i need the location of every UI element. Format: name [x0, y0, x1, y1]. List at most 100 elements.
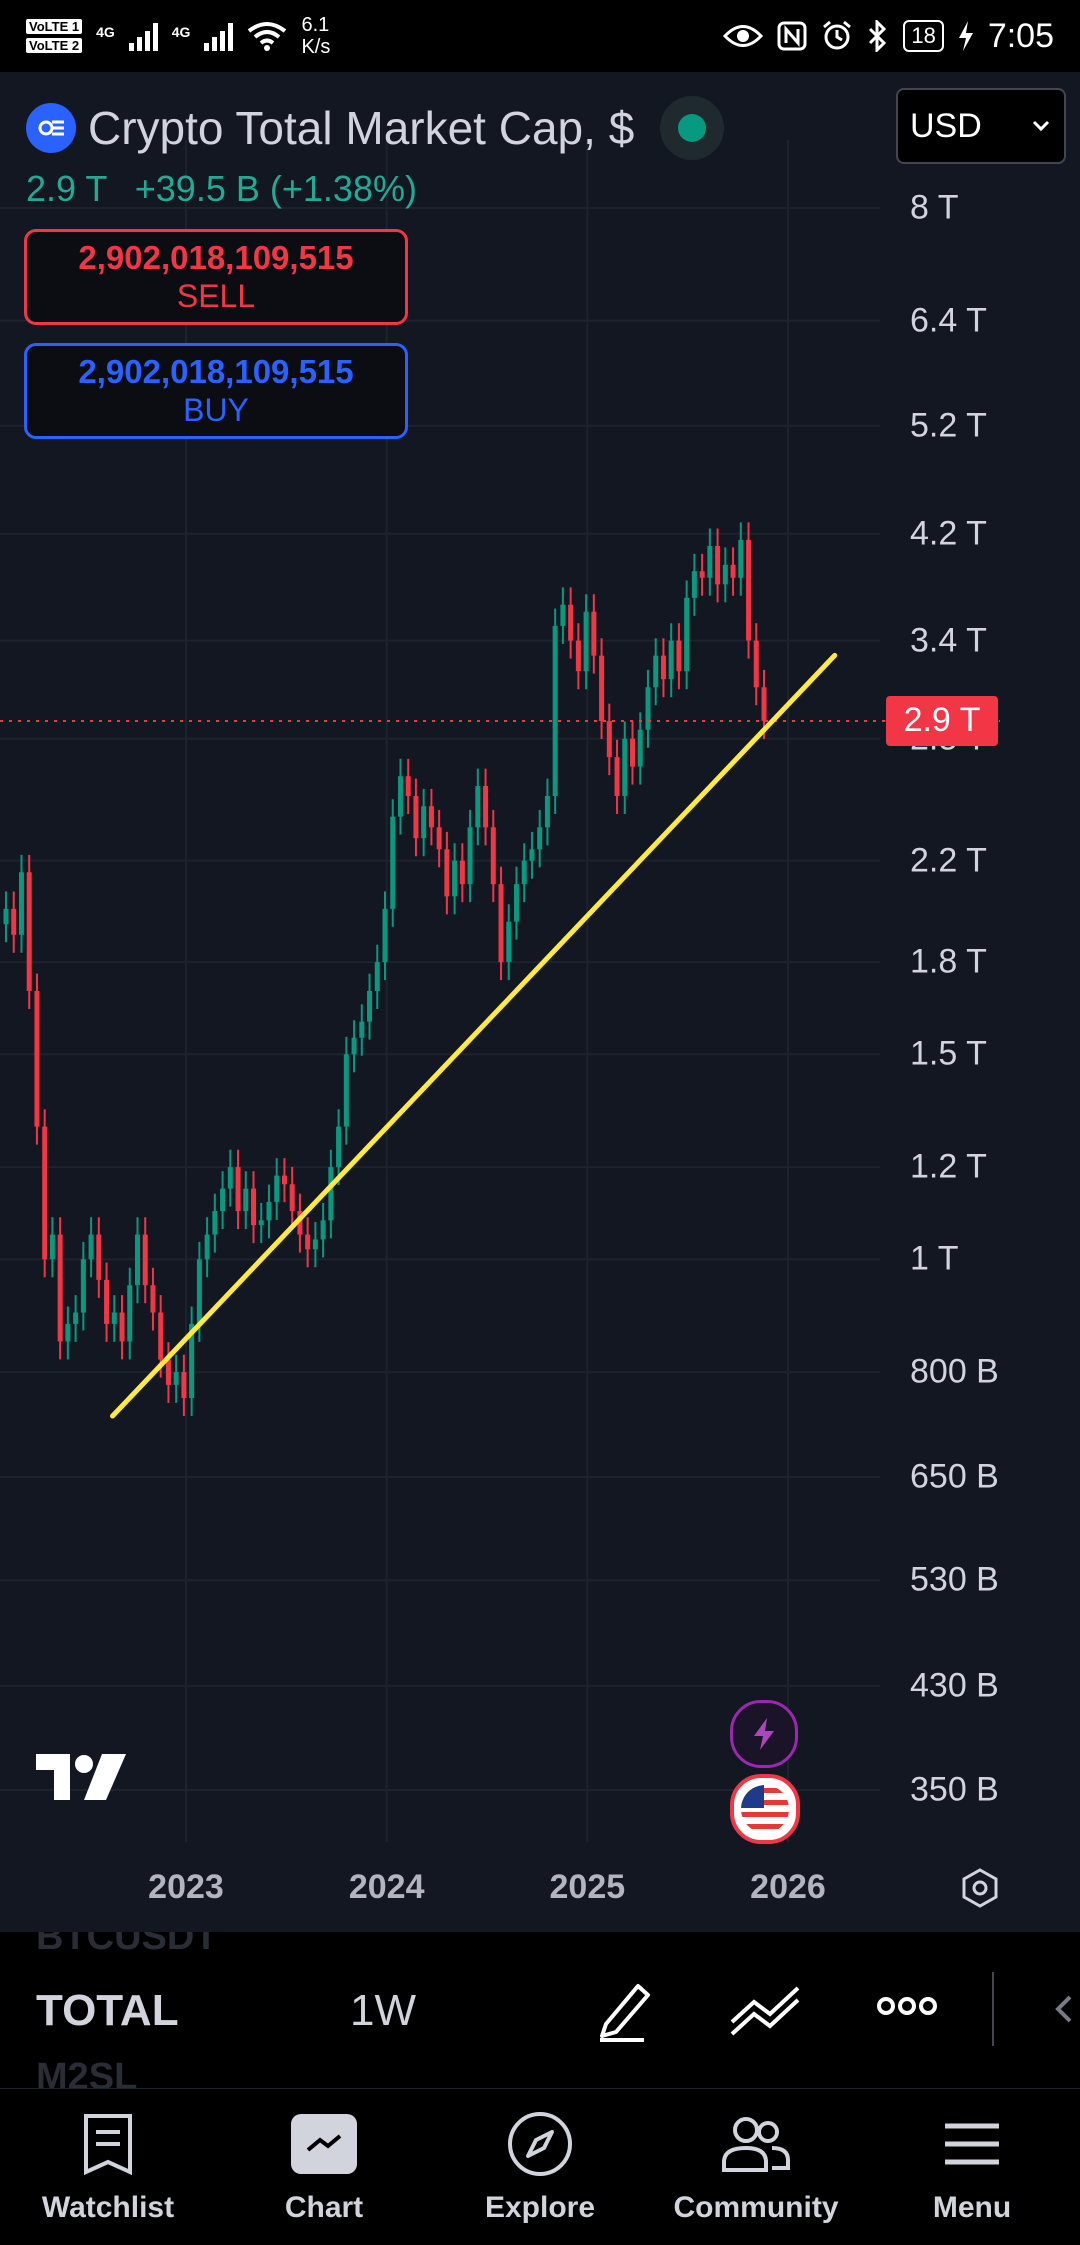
- status-bar: VoLTE 1 VoLTE 2 4G 4G 6.1 K/s: [0, 0, 1080, 72]
- chevron-left-icon[interactable]: [1054, 1994, 1074, 2024]
- candle: [343, 1054, 349, 1127]
- signal-1-icon: [128, 21, 158, 51]
- symbol-header[interactable]: Crypto Total Market Cap, $: [26, 96, 725, 160]
- price-axis-tick: 5.2 T: [910, 406, 987, 445]
- candle: [591, 611, 597, 656]
- nav-chart[interactable]: Chart: [216, 2089, 432, 2245]
- price-axis-tick: 650 B: [910, 1457, 999, 1496]
- market-status-icon[interactable]: [660, 96, 725, 160]
- price-axis-tick: 6.4 T: [910, 301, 987, 340]
- candle: [104, 1279, 110, 1324]
- candle: [730, 564, 736, 578]
- crypto-logo-icon: [26, 103, 76, 153]
- candle: [80, 1259, 86, 1313]
- candle: [119, 1312, 125, 1342]
- candle: [506, 921, 512, 963]
- candle: [351, 1037, 357, 1055]
- candle: [320, 1220, 326, 1240]
- candle: [444, 849, 450, 897]
- candle: [235, 1167, 241, 1212]
- symbol-selector[interactable]: TOTAL: [36, 1986, 179, 2035]
- chevron-down-icon: [1032, 120, 1050, 132]
- candle: [413, 796, 419, 839]
- flash-button[interactable]: [730, 1700, 798, 1768]
- candle: [65, 1323, 71, 1342]
- drawing-pen-icon[interactable]: [594, 1978, 654, 2042]
- candle: [529, 849, 535, 861]
- alarm-icon: [823, 20, 852, 50]
- candle: [367, 991, 373, 1022]
- nav-watchlist-label: Watchlist: [41, 2191, 175, 2224]
- nav-community[interactable]: Community: [648, 2089, 864, 2245]
- candle: [297, 1211, 303, 1235]
- sell-button[interactable]: 2,902,018,109,515 SELL: [24, 229, 408, 325]
- buy-price: 2,902,018,109,515: [78, 353, 354, 390]
- candle: [699, 571, 705, 578]
- candle: [142, 1234, 148, 1286]
- candle: [483, 786, 489, 828]
- candle: [134, 1234, 140, 1286]
- nav-watchlist[interactable]: Watchlist: [0, 2089, 216, 2245]
- time-axis-tick: 2023: [148, 1868, 224, 1906]
- candle: [57, 1234, 63, 1342]
- interval-selector[interactable]: 1W: [350, 1986, 416, 2035]
- volte-1: VoLTE 1: [26, 19, 83, 34]
- candle: [560, 604, 566, 626]
- chart-title: Crypto Total Market Cap, $: [88, 102, 635, 154]
- candle: [382, 908, 388, 963]
- candle: [622, 738, 628, 797]
- candle: [73, 1312, 79, 1324]
- candle: [49, 1234, 55, 1260]
- price-axis-tick: 2.2 T: [910, 841, 987, 880]
- time-axis-tick: 2026: [750, 1868, 826, 1906]
- nav-chart-label: Chart: [284, 2191, 364, 2224]
- nav-explore[interactable]: Explore: [432, 2089, 648, 2245]
- more-options-icon[interactable]: [876, 1994, 938, 2018]
- candle: [421, 806, 427, 839]
- price-axis-tick: 8 T: [910, 188, 959, 227]
- candle: [405, 776, 411, 797]
- candle: [552, 625, 558, 797]
- buy-button[interactable]: 2,902,018,109,515 BUY: [24, 343, 408, 439]
- candle: [428, 806, 434, 828]
- chart-settings-icon[interactable]: [958, 1866, 1002, 1910]
- candle: [575, 640, 581, 672]
- candle: [637, 729, 643, 767]
- price-axis-tick: 4.2 T: [910, 514, 987, 553]
- trend-line[interactable]: [110, 652, 838, 1419]
- change-percent: (+1.38%): [269, 168, 417, 209]
- price-axis-tick: 800 B: [910, 1352, 999, 1391]
- candle: [11, 908, 17, 935]
- nav-menu[interactable]: Menu: [864, 2089, 1080, 2245]
- candle: [691, 571, 697, 598]
- tradingview-logo-icon[interactable]: [34, 1752, 128, 1802]
- price-axis-tick: 1.2 T: [910, 1147, 987, 1186]
- candle: [630, 738, 636, 767]
- candle: [606, 720, 612, 758]
- economy-flag-button[interactable]: [730, 1774, 800, 1844]
- candle: [645, 687, 651, 730]
- candle: [614, 757, 620, 797]
- candle: [243, 1188, 249, 1212]
- candle: [599, 655, 605, 721]
- candle: [490, 827, 496, 885]
- candle: [42, 1126, 48, 1260]
- candle: [521, 860, 527, 885]
- charging-icon: [958, 21, 973, 51]
- candle: [258, 1220, 264, 1226]
- candle: [204, 1234, 210, 1260]
- price-axis-tick: 3.4 T: [910, 621, 987, 660]
- candle: [459, 860, 465, 885]
- candle: [173, 1372, 179, 1385]
- buy-label: BUY: [183, 392, 249, 428]
- candle: [328, 1167, 334, 1221]
- trend-tools-icon[interactable]: [728, 1978, 802, 2042]
- time-axis-tick: 2025: [549, 1868, 626, 1906]
- candle: [305, 1234, 311, 1250]
- compass-icon: [508, 2112, 572, 2176]
- bluetooth-icon: [869, 20, 887, 52]
- candle: [722, 564, 728, 585]
- network-2-label: 4G: [171, 24, 191, 40]
- currency-select[interactable]: USD: [896, 88, 1066, 164]
- candle: [753, 640, 759, 688]
